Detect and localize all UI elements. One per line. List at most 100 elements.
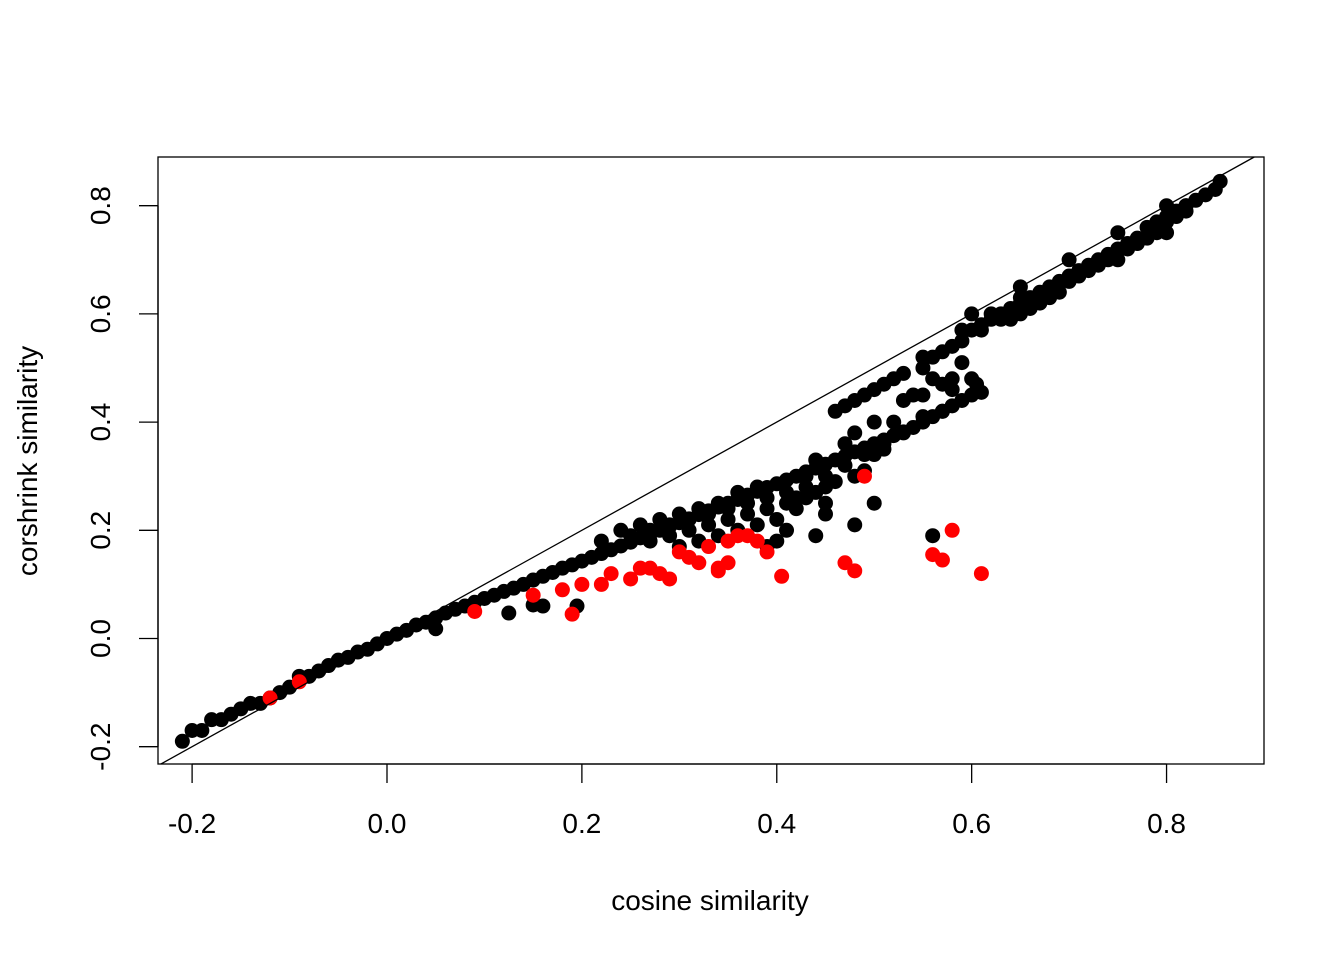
- y-axis-label: corshrink similarity: [12, 346, 43, 576]
- data-point: [944, 382, 960, 398]
- data-point: [749, 479, 765, 495]
- x-tick-label: 0.0: [368, 808, 407, 839]
- reference-line: [160, 156, 1255, 765]
- data-point: [973, 317, 989, 333]
- data-point: [603, 566, 619, 582]
- data-point: [623, 571, 639, 587]
- x-axis: -0.2 0.0 0.2 0.4 0.6 0.8: [168, 763, 1186, 839]
- data-point: [788, 490, 804, 506]
- data-point: [1178, 198, 1194, 214]
- data-point: [759, 501, 775, 517]
- data-point: [847, 425, 863, 441]
- data-point: [876, 441, 892, 457]
- data-point: [662, 528, 678, 544]
- data-point: [837, 457, 853, 473]
- data-point: [701, 506, 717, 522]
- data-point: [964, 387, 980, 403]
- data-point: [847, 517, 863, 533]
- data-point: [827, 474, 843, 490]
- data-point: [866, 495, 882, 511]
- data-point: [740, 495, 756, 511]
- y-tick-label: 0.8: [85, 186, 116, 225]
- data-point: [701, 539, 717, 555]
- data-point: [1149, 225, 1165, 241]
- x-tick-label: 0.8: [1147, 808, 1186, 839]
- data-point: [925, 528, 941, 544]
- data-point: [934, 552, 950, 568]
- data-point: [467, 603, 483, 619]
- x-tick-label: 0.6: [952, 808, 991, 839]
- data-point: [501, 605, 517, 621]
- data-point: [593, 576, 609, 592]
- data-point: [847, 563, 863, 579]
- data-point: [944, 522, 960, 538]
- data-point: [1090, 257, 1106, 273]
- data-point: [642, 522, 658, 538]
- data-point: [973, 566, 989, 582]
- y-tick-label: 0.0: [85, 619, 116, 658]
- data-point: [769, 533, 785, 549]
- y-tick-label: 0.4: [85, 403, 116, 442]
- data-point: [769, 511, 785, 527]
- x-tick-label: 0.2: [562, 808, 601, 839]
- data-point: [740, 506, 756, 522]
- y-tick-label: 0.6: [85, 294, 116, 333]
- data-point: [808, 452, 824, 468]
- data-point: [993, 311, 1009, 327]
- data-point: [662, 571, 678, 587]
- points-layer: [174, 173, 1228, 749]
- data-point: [837, 436, 853, 452]
- data-point: [915, 360, 931, 376]
- data-point: [1051, 284, 1067, 300]
- data-point: [681, 511, 697, 527]
- data-point: [895, 425, 911, 441]
- data-point: [525, 587, 541, 603]
- data-point: [1012, 306, 1028, 322]
- y-tick-label: 0.2: [85, 511, 116, 550]
- data-point: [798, 468, 814, 484]
- data-point: [194, 722, 210, 738]
- data-point: [720, 511, 736, 527]
- data-point: [856, 468, 872, 484]
- data-point: [720, 501, 736, 517]
- data-point: [174, 733, 190, 749]
- data-point: [954, 322, 970, 338]
- x-tick-label: -0.2: [168, 808, 216, 839]
- data-point: [554, 582, 570, 598]
- data-point: [759, 544, 775, 560]
- data-point: [1032, 295, 1048, 311]
- y-axis: -0.2 0.0 0.2 0.4 0.6 0.8: [85, 186, 159, 771]
- data-point: [886, 414, 902, 430]
- data-point: [827, 403, 843, 419]
- data-point: [817, 506, 833, 522]
- data-point: [642, 533, 658, 549]
- data-point: [701, 517, 717, 533]
- data-point: [574, 576, 590, 592]
- data-point: [749, 517, 765, 533]
- data-point: [662, 517, 678, 533]
- data-point: [954, 333, 970, 349]
- data-point: [779, 522, 795, 538]
- data-point: [1071, 268, 1087, 284]
- data-point: [915, 387, 931, 403]
- data-point: [1198, 187, 1214, 203]
- data-point: [944, 371, 960, 387]
- data-point: [817, 495, 833, 511]
- x-tick-label: 0.4: [757, 808, 796, 839]
- data-point: [593, 533, 609, 549]
- data-point: [730, 484, 746, 500]
- data-point: [1110, 252, 1126, 268]
- data-point: [866, 414, 882, 430]
- data-point: [564, 606, 580, 622]
- data-point: [788, 501, 804, 517]
- data-point: [774, 568, 790, 584]
- data-point: [749, 533, 765, 549]
- data-point: [808, 528, 824, 544]
- data-point: [681, 522, 697, 538]
- data-point: [808, 484, 824, 500]
- data-point: [691, 555, 707, 571]
- data-point: [623, 528, 639, 544]
- data-point: [535, 598, 551, 614]
